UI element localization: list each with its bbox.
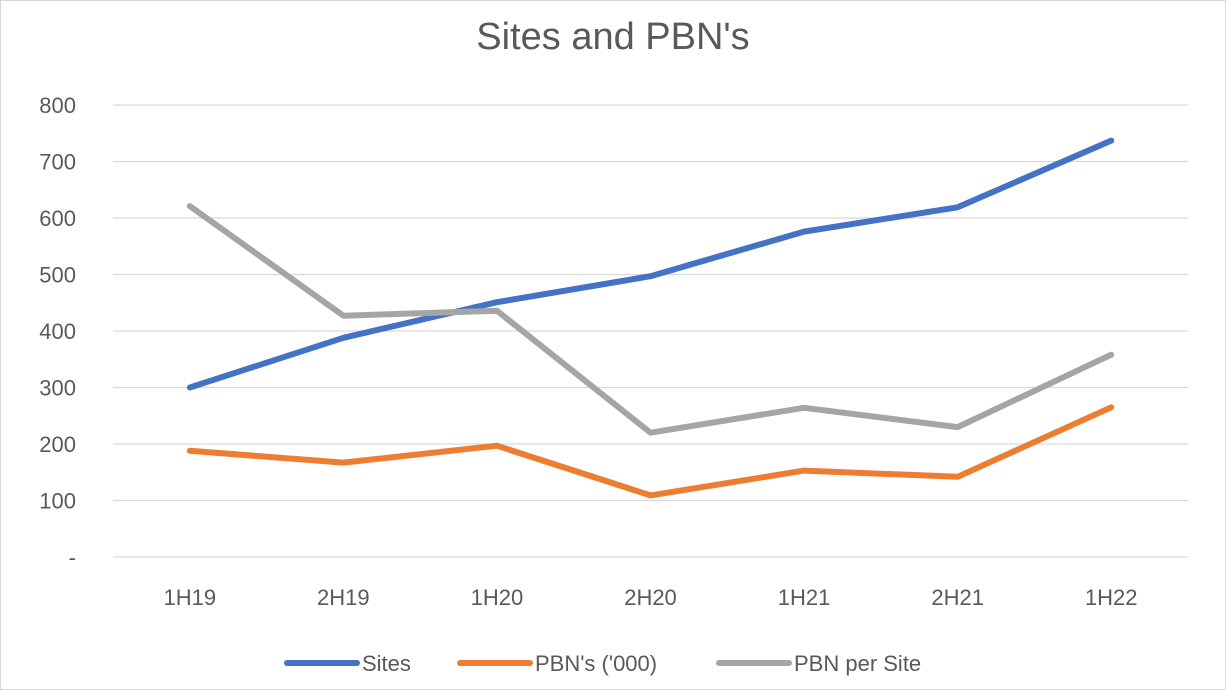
data-point xyxy=(803,406,806,409)
legend-label: Sites xyxy=(362,651,411,676)
data-point xyxy=(1110,406,1113,409)
x-tick-label: 1H20 xyxy=(471,585,524,610)
data-point xyxy=(649,431,652,434)
x-tick-label: 2H21 xyxy=(931,585,984,610)
data-point xyxy=(956,206,959,209)
y-tick-label: 100 xyxy=(39,489,76,514)
y-tick-label: 300 xyxy=(39,376,76,401)
data-point xyxy=(649,494,652,497)
x-axis-ticks: 1H19 2H19 1H20 2H20 1H21 2H21 1H22 xyxy=(163,585,1137,610)
series-line-0 xyxy=(186,137,1115,391)
x-tick-label: 2H19 xyxy=(317,585,370,610)
data-point xyxy=(649,275,652,278)
legend: Sites PBN's ('000) PBN per Site xyxy=(284,651,921,676)
data-point xyxy=(1110,139,1113,142)
chart-title: Sites and PBN's xyxy=(476,16,749,58)
gridlines xyxy=(113,104,1188,558)
y-tick-label: 200 xyxy=(39,432,76,457)
data-point xyxy=(803,469,806,472)
data-point xyxy=(188,449,191,452)
x-tick-label: 1H22 xyxy=(1085,585,1138,610)
series-lines xyxy=(186,137,1115,499)
y-tick-label: 800 xyxy=(39,93,76,118)
data-point xyxy=(342,461,345,464)
data-point xyxy=(495,309,498,312)
y-axis-ticks: - 100 200 300 400 500 600 700 800 xyxy=(39,93,76,570)
x-tick-label: 1H21 xyxy=(778,585,831,610)
data-point xyxy=(342,336,345,339)
y-tick-label: 500 xyxy=(39,263,76,288)
data-point xyxy=(495,301,498,304)
y-tick-label: 700 xyxy=(39,150,76,175)
legend-label: PBN per Site xyxy=(794,651,921,676)
x-tick-label: 1H19 xyxy=(163,585,216,610)
data-point xyxy=(495,444,498,447)
y-tick-label: 400 xyxy=(39,319,76,344)
data-point xyxy=(956,475,959,478)
data-point xyxy=(188,205,191,208)
y-tick-label: - xyxy=(69,545,76,570)
data-point xyxy=(188,386,191,389)
data-point xyxy=(342,314,345,317)
x-tick-label: 2H20 xyxy=(624,585,677,610)
data-point xyxy=(1110,353,1113,356)
legend-label: PBN's ('000) xyxy=(535,651,657,676)
data-point xyxy=(803,230,806,233)
y-tick-label: 600 xyxy=(39,206,76,231)
series-line-2 xyxy=(186,203,1115,436)
data-point xyxy=(956,426,959,429)
